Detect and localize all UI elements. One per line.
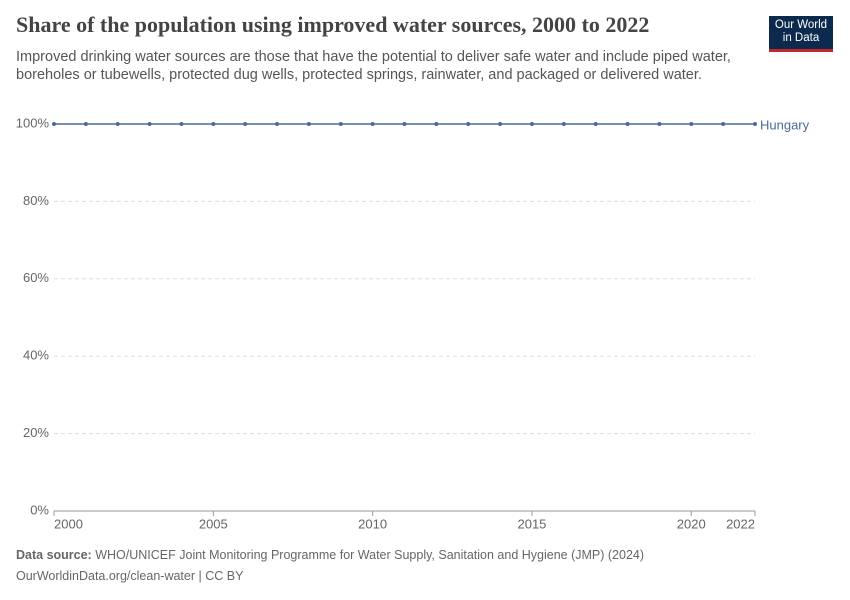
point (115, 122, 120, 126)
y-tick-label: 40% (23, 348, 49, 363)
point (147, 122, 152, 126)
point (689, 122, 694, 126)
chart-subtitle: Improved drinking water sources are thos… (16, 49, 731, 83)
x-tick-label: 2005 (199, 516, 228, 531)
x-tick-label: 2022 (726, 516, 755, 531)
point (498, 122, 503, 126)
point (434, 122, 439, 126)
point (83, 122, 88, 126)
point (370, 122, 375, 126)
y-tick-label: 100% (16, 115, 50, 130)
y-tick-label: 20% (23, 425, 49, 440)
point (466, 122, 471, 126)
point (52, 122, 56, 126)
footer: OurWorldinData.org/clean-water | CC BY (16, 569, 244, 583)
point (243, 122, 248, 126)
series-label: Hungary (760, 117, 810, 132)
y-tick-label: 60% (23, 270, 49, 285)
logo-text: Our World (774, 19, 828, 31)
x-tick-label: 2020 (677, 516, 706, 531)
point (402, 122, 407, 126)
chart-title: Share of the population using improved w… (16, 12, 650, 37)
y-tick-label: 0% (30, 502, 49, 517)
point (721, 122, 726, 126)
x-tick-label: 2015 (517, 516, 546, 531)
point (306, 122, 311, 126)
source-text: WHO/UNICEF Joint Monitoring Programme fo… (95, 548, 645, 562)
point (753, 122, 757, 126)
point (593, 122, 598, 126)
point (625, 122, 630, 126)
logo-text: in Data (782, 32, 820, 44)
source: Data source: WHO/UNICEF Joint Monitoring… (16, 548, 644, 562)
x-tick-label: 2010 (358, 516, 387, 531)
logo[interactable]: Our World in Data (769, 16, 833, 52)
point (211, 122, 216, 126)
point (529, 122, 534, 126)
source-label: Data source: (16, 548, 92, 562)
x-tick-label: 2000 (54, 516, 83, 531)
point (338, 122, 343, 126)
point (275, 122, 280, 126)
point (657, 122, 662, 126)
point (179, 122, 184, 126)
point (561, 122, 566, 126)
y-tick-label: 80% (23, 193, 49, 208)
